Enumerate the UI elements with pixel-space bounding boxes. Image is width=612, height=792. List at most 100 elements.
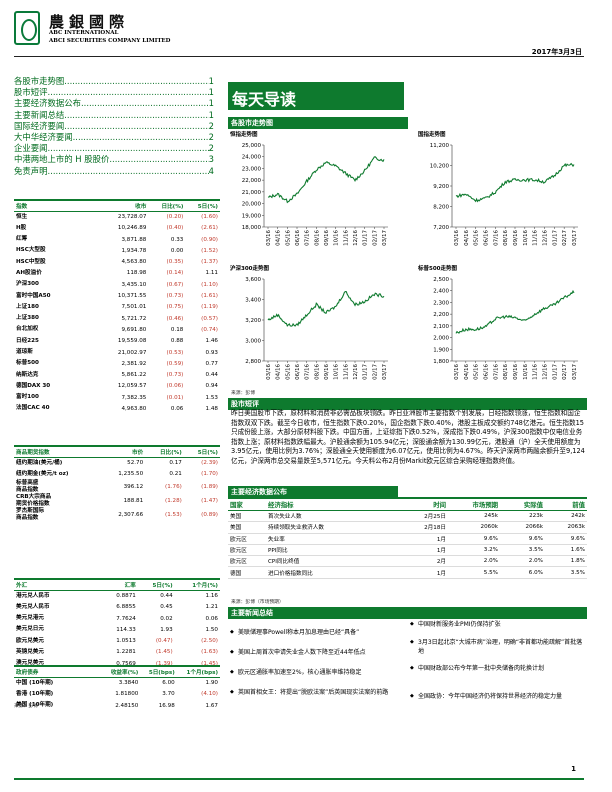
cell-value: 1.11 [205,270,218,277]
toc-entry-page: 1 [208,76,214,86]
row-label: 纳斯达克 [16,371,39,378]
table-row: 德国DAX 30 12,059.57 (0.06) 0.94 [14,381,220,392]
x-tick-label: 03/17 [382,364,388,380]
cell-value: 5,721.72 [121,315,147,322]
column-header: 外汇 [16,582,28,589]
x-tick-label: 02/17 [562,364,568,380]
company-logo-icon [14,11,40,45]
table-row: 沪深300 3,435.10 (0.67) (1.10) [14,279,220,290]
x-tick-label: 08/16 [503,230,509,246]
cell-value: 1月 [436,548,446,555]
x-tick-label: 11/16 [533,364,539,380]
x-tick-label: 04/16 [464,364,470,380]
table-row: 欧元兑美元 1.0513 (0.47) (2.50) [14,635,220,646]
cell-value: 1.53 [205,394,218,401]
row-label: 日经225 [16,337,39,344]
cell-value: 4,963.80 [121,405,147,412]
table-row: 美国 持续领取失业救济人数 2月18日 2060k 2066k 2063k [228,522,587,534]
table-row: 澳元兑美元 0.7569 (1.39) (1.45) [14,658,220,669]
table-row: 富时100 7,382.35 (0.01) 1.53 [14,392,220,403]
column-header: 市场预期 [472,501,498,509]
x-tick-label: 06/16 [484,230,490,246]
row-label: 美元兑日元 [16,626,44,633]
toc-entry-page: 3 [208,154,214,165]
table-row: 美国 (10年期) 2.48150 16.98 1.67 [14,700,220,711]
x-tick-label: 12/16 [353,230,359,246]
column-header: 5日(%) [197,449,218,456]
cell-value: 2060k [480,524,498,531]
cell-value: 0.44 [205,372,218,379]
table-row: 道琼斯 21,002.97 (0.53) 0.93 [14,347,220,358]
y-tick-label: 2,200 [433,312,449,318]
column-header: 市价 [131,449,144,456]
cell-value: 进口价格指数同比 [268,570,313,577]
x-tick-label: 11/16 [343,230,349,246]
row-label: 德国DAX 30 [16,382,51,389]
cell-value: 0.17 [169,460,182,467]
cell-value: 2月 [436,559,446,566]
table-row: 欧元区 CPI同比终值 2月 2.0% 2.0% 1.8% [228,556,587,567]
y-tick-label: 23,000 [242,166,262,172]
x-tick-label: 01/17 [552,230,558,246]
cell-value: 0.02 [160,615,173,622]
column-header: 汇率 [124,582,136,589]
toc-entry-title: 中港两地上市的 H 股股价 [14,154,110,165]
row-label: 中国 (10年期) [16,679,54,686]
x-tick-label: 08/16 [314,364,320,380]
table-row: 美国 首次失业人数 2月25日 245k 223k 242k [228,511,587,522]
table-row: H股 10,246.89 (0.40) (2.61) [14,223,220,234]
page-number: 1 [571,765,576,773]
y-tick-label: 2,400 [433,289,449,295]
table-header-row: 外汇 汇率 5日(%) 1个月(%) [14,579,220,591]
y-tick-label: 3,000 [245,339,261,345]
cell-value: (1.47) [201,497,218,504]
row-label: 美国 (10年期) [16,702,54,709]
cell-value: 2月18日 [424,525,446,532]
news-bullet: 欧元区通胀率加速至2%，核心通胀率维持稳定 [230,668,408,677]
toc-entry[interactable]: 中港两地上市的 H 股股价 3 [14,154,214,165]
table-row: 标普高盛 商品指数 396.12 (1.76) (1.89) [14,480,220,494]
page-title: 每天导读 [228,82,404,110]
y-tick-label: 11,200 [430,143,450,149]
econ-source-note: 来源：彭博（市场预期） [231,600,284,605]
toc-entry[interactable]: 各股市走势图 1 [14,76,214,87]
cell-value: (1.53) [165,511,182,518]
toc-entry[interactable]: 主要经济数据公布 1 [14,98,214,109]
x-tick-label: 09/16 [324,230,330,246]
charts-source-note: 来源：彭博 [231,391,255,396]
column-header: 日比(%) [159,449,182,456]
cell-value: 欧元区 [230,536,247,543]
cell-value: 3.5% [528,547,543,554]
cell-value: 2063k [567,524,585,531]
cell-value: 6.8855 [116,604,136,611]
cell-value: (0.67) [166,281,184,288]
cell-value: 0.00 [170,247,184,254]
x-tick-label: 01/17 [552,364,558,380]
y-tick-label: 2,100 [433,324,449,330]
column-header: 政府债券 [16,669,39,676]
cell-value: (4.10) [201,691,218,698]
toc-leader-dots [48,166,209,177]
y-tick-label: 1,800 [433,359,449,365]
row-label: 英镑兑美元 [16,648,44,655]
toc-entry-title: 股市短评 [14,87,48,98]
cell-value: (1.39) [155,660,173,667]
x-tick-label: 10/16 [334,230,340,246]
cell-value: (0.20) [166,214,184,221]
toc-entry[interactable]: 企业要闻 2 [14,143,214,154]
x-tick-label: 03/16 [454,364,460,380]
news-bullet: 全国政协：今年中国经济仍将保持世界经济的稳定力量 [410,692,583,701]
cell-value: 12,059.57 [117,383,147,390]
toc-entry[interactable]: 大中华经济要闻 2 [14,132,214,143]
toc-entry[interactable]: 国际经济要闻 2 [14,121,214,132]
x-tick-label: 04/16 [276,230,282,246]
row-label: 富时100 [16,394,39,401]
cell-value: 0.06 [205,615,218,622]
toc-entry[interactable]: 主要新闻总结 1 [14,110,214,121]
cell-value: 0.44 [160,593,173,600]
toc-entry[interactable]: 股市短评 1 [14,87,214,98]
row-label: 欧元兑美元 [16,637,44,644]
y-tick-label: 10,200 [430,164,450,170]
toc-entry[interactable]: 免责声明 4 [14,166,214,177]
row-label: 美元兑人民币 [16,603,50,610]
